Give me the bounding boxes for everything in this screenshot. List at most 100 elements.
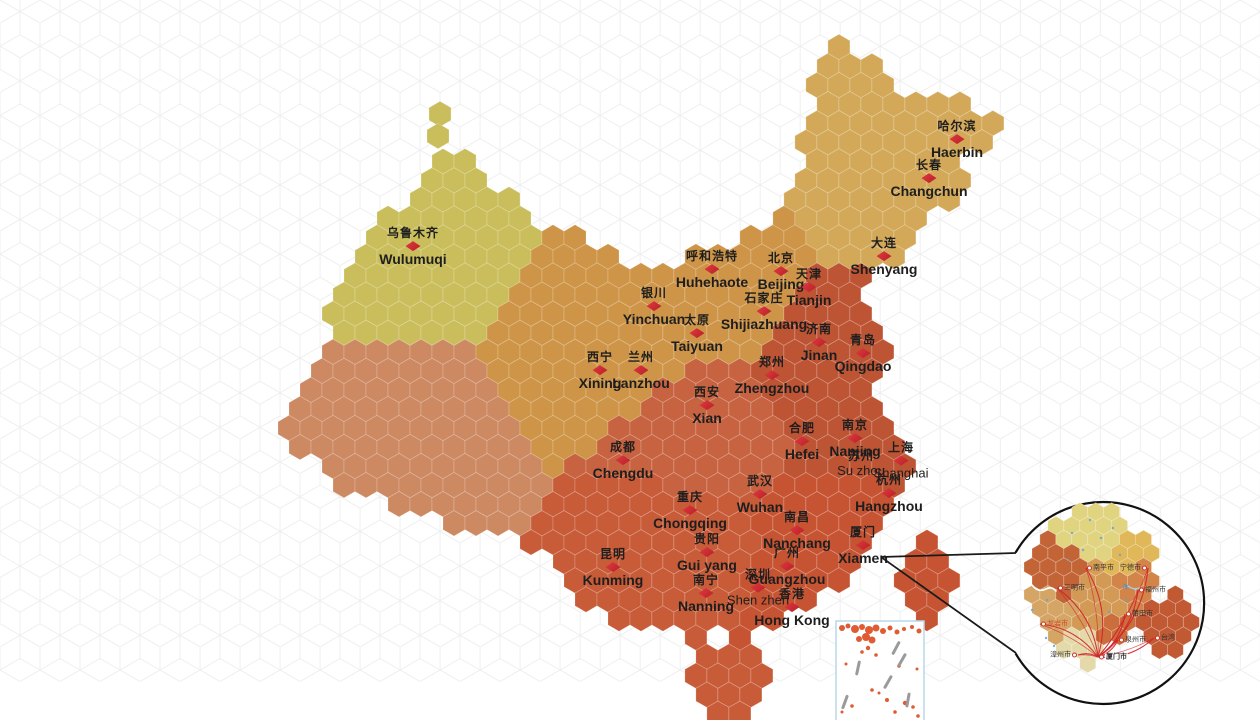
city-label-zh: 合肥 <box>788 421 816 436</box>
city-pin-icon <box>605 562 621 573</box>
inset-city-dot-icon <box>1139 587 1144 593</box>
city-kunming[interactable]: 昆明 Kunming <box>583 548 644 588</box>
city-pin-icon <box>881 488 897 499</box>
inset-city-label: 南平市 <box>1093 564 1114 572</box>
city-pin-icon <box>855 540 871 551</box>
city-shanghai[interactable]: 上海 Shanghai <box>874 442 929 481</box>
city-pin-icon <box>764 370 780 381</box>
city-label-zh: 南昌 <box>783 510 810 525</box>
city-beijing[interactable]: 北京 Beijing <box>758 252 805 292</box>
city-qingdao[interactable]: 青岛 Qingdao <box>835 334 892 374</box>
city-yinchuan[interactable]: 银川 Yinchuan <box>623 287 686 327</box>
city-label-en: Nanchang <box>763 535 831 552</box>
city-xining[interactable]: 西宁 Xining <box>579 351 622 391</box>
city-guangzhou[interactable]: 广州 Guangzhou <box>749 547 826 587</box>
city-nanjing[interactable]: 南京 Nanjing <box>829 419 880 459</box>
city-label-en: Lanzhou <box>612 375 670 392</box>
city-label-en: Jinan <box>800 347 838 364</box>
city-label-en: Shanghai <box>873 465 929 481</box>
city-hangzhou[interactable]: 杭州 Hangzhou <box>855 474 923 514</box>
city-xian[interactable]: 西安 Xian <box>692 386 722 426</box>
city-label-en: Xiamen <box>838 550 888 567</box>
city-label-en: Hangzhou <box>855 498 923 515</box>
city-label-zh: 青岛 <box>849 333 876 348</box>
inset-city-泉州市[interactable]: 泉州市 <box>1118 637 1146 644</box>
city-pin-icon <box>750 582 766 593</box>
inset-city-label: 三明市 <box>1064 584 1085 592</box>
inset-city-龙岩市[interactable]: 龙岩市 <box>1040 621 1068 628</box>
city-label-en: Beijing <box>757 276 805 293</box>
city-label-zh: 上海 <box>887 440 915 455</box>
inset-city-三明市[interactable]: 三明市 <box>1057 585 1085 592</box>
city-pin-icon <box>784 602 800 613</box>
city-label-zh: 昆明 <box>599 547 626 562</box>
city-label-zh: 杭州 <box>875 473 902 488</box>
city-shijiazhuang[interactable]: 石家庄 Shijiazhuang <box>721 292 807 332</box>
inset-city-宁德市[interactable]: 宁德市 <box>1120 565 1148 572</box>
city-shen-zhen[interactable]: 深圳 Shen zhen <box>727 569 789 608</box>
inset-city-label: 莆田市 <box>1132 610 1153 618</box>
city-haerbin[interactable]: 哈尔滨 Haerbin <box>931 120 983 160</box>
city-pin-icon <box>789 525 805 536</box>
seaplane-icon: ✈ <box>1120 580 1132 593</box>
city-gui-yang[interactable]: 贵阳 Gui yang <box>677 533 737 573</box>
city-taiyuan[interactable]: 太原 Taiyuan <box>671 314 723 354</box>
city-label-en: Taiyuan <box>671 338 723 355</box>
city-label-zh: 广州 <box>773 546 800 561</box>
inset-city-label: 泉州市 <box>1125 636 1146 644</box>
inset-city-漳州市[interactable]: 漳州市 <box>1050 652 1078 659</box>
city-label-zh: 贵阳 <box>693 532 720 547</box>
inset-city-台湾[interactable]: 台湾 <box>1154 635 1175 642</box>
city-lanzhou[interactable]: 兰州 Lanzhou <box>612 351 670 391</box>
city-pin-icon <box>405 241 421 252</box>
inset-city-dot-icon <box>1142 565 1147 571</box>
city-chongqing[interactable]: 重庆 Chongqing <box>653 491 727 531</box>
city-xiamen[interactable]: 厦门 Xiamen <box>838 526 888 566</box>
city-changchun[interactable]: 长春 Changchun <box>891 159 968 199</box>
inset-city-dot-icon <box>1041 621 1046 627</box>
city-zhengzhou[interactable]: 郑州 Zhengzhou <box>735 356 810 396</box>
city-pin-icon <box>876 251 892 262</box>
inset-city-dot-icon <box>1119 637 1124 643</box>
city-label-zh: 呼和浩特 <box>685 249 738 264</box>
city-label-en: Haerbin <box>930 144 984 161</box>
city-label-zh: 武汉 <box>746 474 773 489</box>
city-huhehaote[interactable]: 呼和浩特 Huhehaote <box>676 250 748 290</box>
city-pin-icon <box>773 266 789 277</box>
city-nanning[interactable]: 南宁 Nanning <box>678 574 734 614</box>
city-su-zhou[interactable]: 苏州 Su zhou <box>837 450 885 478</box>
city-label-en: Kunming <box>582 572 644 589</box>
city-pin-icon <box>756 306 772 317</box>
inset-city-label: 龙岩市 <box>1047 620 1068 628</box>
city-label-zh: 太原 <box>683 313 710 328</box>
city-label-zh: 乌鲁木齐 <box>386 226 439 241</box>
city-pin-icon <box>699 400 715 411</box>
inset-city-厦门市[interactable]: 厦门市 <box>1098 653 1128 661</box>
city-jinan[interactable]: 济南 Jinan <box>801 323 838 363</box>
city-pin-icon <box>794 436 810 447</box>
city-wuhan[interactable]: 武汉 Wuhan <box>737 475 783 515</box>
inset-city-福州市[interactable]: 福州市 <box>1138 587 1166 594</box>
city-label-zh: 长春 <box>915 158 942 173</box>
inset-city-dot-icon <box>1072 652 1077 658</box>
city-label-zh: 成都 <box>609 440 636 455</box>
city-pin-icon <box>592 365 608 376</box>
city-tianjin[interactable]: 天津 Tianjin <box>787 268 832 308</box>
city-chengdu[interactable]: 成都 Chengdu <box>593 441 654 481</box>
city-hefei[interactable]: 合肥 Hefei <box>785 422 819 462</box>
inset-city-莆田市[interactable]: 莆田市 <box>1125 611 1153 618</box>
city-label-zh: 香港 <box>778 587 806 602</box>
city-wulumuqi[interactable]: 乌鲁木齐 Wulumuqi <box>379 227 446 267</box>
city-pin-icon <box>893 455 909 466</box>
city-label-zh: 天津 <box>795 267 823 282</box>
inset-city-dot-icon <box>1126 611 1131 617</box>
city-shenyang[interactable]: 大连 Shenyang <box>851 237 918 277</box>
city-nanchang[interactable]: 南昌 Nanchang <box>763 511 831 551</box>
city-label-en: Su zhou <box>837 463 885 479</box>
city-label-en: Huhehaote <box>675 274 749 291</box>
city-label-zh: 南京 <box>841 418 868 433</box>
city-hong-kong[interactable]: 香港 Hong Kong <box>754 588 829 628</box>
inset-city-南平市[interactable]: 南平市 <box>1086 565 1114 572</box>
